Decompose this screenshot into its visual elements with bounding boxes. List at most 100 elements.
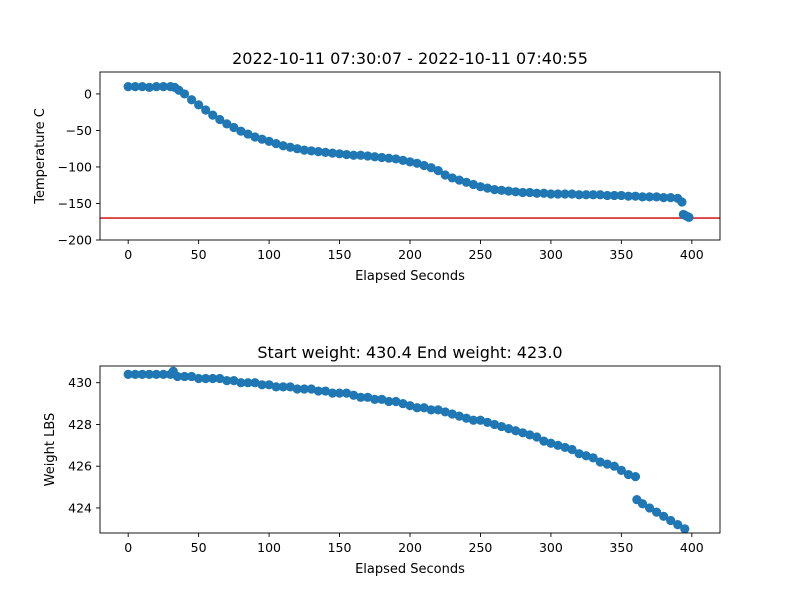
data-point [229, 376, 239, 386]
data-point [666, 193, 676, 203]
temperature-panel: 2022-10-11 07:30:07 - 2022-10-11 07:40:5… [33, 49, 721, 284]
data-point [630, 472, 641, 482]
data-point [651, 507, 662, 517]
data-point [546, 189, 556, 199]
data-point [539, 436, 549, 446]
data-point [377, 152, 387, 163]
x-tick-label: 350 [609, 540, 633, 555]
data-point [677, 197, 687, 207]
data-point [179, 89, 190, 99]
data-point [659, 193, 669, 203]
data-point [574, 449, 584, 459]
data-point [278, 141, 288, 151]
data-point [567, 189, 577, 199]
data-point [285, 382, 295, 392]
data-point [489, 419, 500, 430]
data-point [405, 401, 415, 411]
data-point [644, 503, 655, 513]
data-point [356, 392, 366, 402]
data-point [539, 188, 549, 198]
y-tick-label: 428 [68, 417, 92, 432]
data-point [370, 394, 380, 404]
data-point [454, 175, 464, 185]
data-point [616, 190, 626, 201]
data-point [334, 149, 345, 159]
y-tick-label: −50 [66, 123, 92, 138]
data-point [412, 403, 422, 413]
data-point [419, 160, 429, 171]
data-point [222, 376, 232, 386]
data-point [341, 388, 352, 398]
data-point [475, 415, 486, 425]
y-tick-label: −100 [58, 159, 92, 174]
data-point [243, 378, 253, 388]
data-point [595, 457, 605, 467]
data-point [525, 187, 535, 198]
data-point [518, 187, 528, 198]
x-tick-label: 350 [609, 247, 633, 262]
data-point [454, 411, 464, 421]
data-point [609, 461, 619, 471]
data-point [588, 453, 598, 463]
data-point [518, 428, 528, 438]
data-point [511, 187, 521, 197]
data-point [553, 189, 563, 199]
data-point [412, 158, 422, 168]
data-point [461, 413, 471, 423]
data-point [546, 438, 556, 448]
data-point [257, 380, 267, 390]
chart-title: 2022-10-11 07:30:07 - 2022-10-11 07:40:5… [232, 49, 588, 68]
data-point [208, 373, 218, 384]
x-tick-label: 150 [328, 247, 352, 262]
x-tick-label: 0 [124, 247, 132, 262]
data-point [560, 442, 570, 453]
data-point [349, 150, 359, 160]
data-point [405, 157, 415, 167]
data-point [489, 185, 500, 195]
data-point [532, 432, 542, 442]
x-tick-label: 100 [257, 540, 281, 555]
data-point [201, 105, 211, 115]
data-point [123, 82, 133, 92]
data-point [278, 382, 288, 392]
data-point [341, 149, 352, 160]
x-tick-label: 300 [539, 540, 563, 555]
data-point [370, 152, 380, 162]
data-point [151, 82, 161, 92]
data-point [236, 378, 246, 388]
data-point [595, 190, 605, 200]
data-point [384, 396, 394, 407]
data-point [398, 398, 408, 409]
x-tick-label: 50 [191, 540, 207, 555]
data-point [623, 191, 634, 201]
data-point [356, 150, 366, 160]
data-point [306, 146, 316, 156]
data-point [194, 100, 204, 110]
data-point [363, 392, 373, 402]
x-tick-label: 0 [124, 540, 132, 555]
x-tick-label: 400 [680, 540, 704, 555]
data-point [292, 144, 302, 154]
data-point [215, 373, 225, 384]
data-point [250, 378, 260, 388]
data-point [151, 369, 161, 379]
y-tick-label: −200 [58, 233, 92, 248]
data-point [433, 405, 443, 415]
x-tick-label: 300 [539, 247, 563, 262]
data-point [398, 155, 408, 165]
data-point [391, 396, 401, 407]
data-point [144, 369, 154, 379]
data-point [130, 369, 140, 379]
data-point [511, 426, 521, 436]
data-point [482, 183, 493, 193]
data-point [285, 142, 295, 152]
data-point [229, 122, 239, 133]
data-point [440, 170, 450, 180]
data-point [447, 409, 457, 419]
data-point [349, 390, 359, 400]
data-point [391, 154, 401, 164]
data-point [172, 371, 183, 382]
data-point [264, 136, 274, 146]
data-point [384, 153, 394, 163]
